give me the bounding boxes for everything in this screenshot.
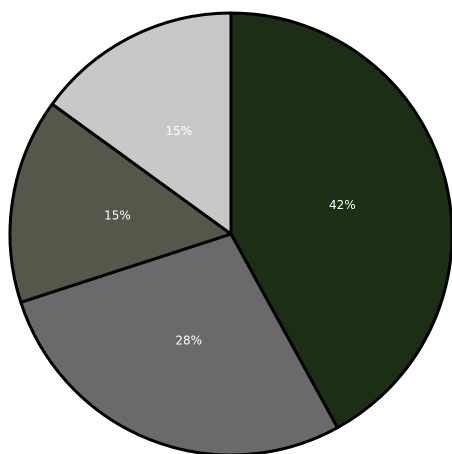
pie-slice [19,232,339,454]
data-label: 42% [329,198,356,212]
pie-slice [229,11,452,430]
data-label: 15% [104,209,131,223]
pie-slice [8,102,233,304]
data-label: 15% [165,124,192,138]
pie-slice [50,11,233,236]
data-label: 28% [175,333,202,347]
